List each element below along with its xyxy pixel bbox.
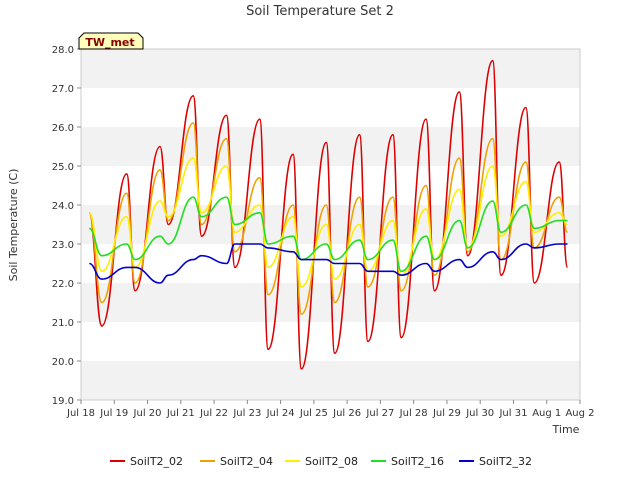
- x-tick-label: Jul 20: [133, 408, 162, 419]
- y-tick-label: 24.0: [52, 201, 74, 212]
- series-line-soilt2-32: [89, 243, 568, 284]
- x-tick-label: Jul 22: [199, 408, 228, 419]
- x-tick-label: Jul 30: [465, 408, 494, 419]
- x-tick-label: Aug 2: [565, 408, 594, 419]
- y-axis-ticks: 19.0 20.0 21.0 22.0 23.0 24.0 25.0 26.0 27.0 28.0: [52, 45, 81, 407]
- y-tick-label: 20.0: [52, 357, 74, 368]
- x-axis-label: Time: [552, 423, 580, 436]
- y-axis-label: Soil Temperature (C): [7, 169, 20, 282]
- grid-band: [81, 49, 580, 88]
- grid-band: [81, 361, 580, 400]
- x-tick-label: Jul 31: [498, 408, 527, 419]
- y-tick-label: 21.0: [52, 318, 74, 329]
- station-badge: TW_met: [78, 32, 144, 50]
- x-axis-ticks: Jul 18 Jul 19 Jul 20 Jul 21 Jul 22 Jul 23 Jul …: [66, 400, 595, 419]
- legend-label: SoilT2_16: [391, 455, 444, 468]
- y-tick-label: 27.0: [52, 84, 74, 95]
- x-tick-label: Jul 28: [399, 408, 428, 419]
- series-lines: [88, 59, 569, 370]
- x-tick-label: Jul 18: [66, 408, 95, 419]
- x-tick-label: Jul 21: [166, 408, 195, 419]
- series-line-soilt2-16: [88, 196, 568, 273]
- x-tick-label: Jul 27: [365, 408, 394, 419]
- y-tick-label: 28.0: [52, 45, 74, 56]
- legend-label: SoilT2_32: [479, 455, 532, 468]
- x-tick-label: Jul 23: [232, 408, 261, 419]
- x-tick-label: Jul 24: [266, 408, 295, 419]
- legend-label: SoilT2_02: [130, 455, 183, 468]
- y-tick-label: 25.0: [52, 162, 74, 173]
- y-tick-label: 22.0: [52, 279, 74, 290]
- y-tick-label: 26.0: [52, 123, 74, 134]
- grid-band: [81, 322, 580, 361]
- y-tick-label: 19.0: [52, 396, 74, 407]
- grid-band: [81, 166, 580, 205]
- x-tick-label: Jul 19: [99, 408, 128, 419]
- grid-band: [81, 127, 580, 166]
- grid-band: [81, 283, 580, 322]
- x-tick-label: Jul 26: [332, 408, 361, 419]
- station-badge-label: TW_met: [85, 36, 134, 49]
- series-line-soilt2-08: [88, 157, 568, 288]
- legend-label: SoilT2_04: [220, 455, 273, 468]
- y-tick-label: 23.0: [52, 240, 74, 251]
- plot-frame: [80, 48, 581, 401]
- series-line-soilt2-02: [88, 59, 569, 370]
- station-badge-background: [78, 32, 144, 50]
- grid-band: [81, 88, 580, 127]
- x-tick-label: Jul 25: [299, 408, 328, 419]
- chart-title: Soil Temperature Set 2: [246, 4, 394, 19]
- x-tick-label: Aug 1: [532, 408, 561, 419]
- legend: SoilT2_02 SoilT2_04 SoilT2_08 SoilT2_16 Soil…: [110, 455, 532, 468]
- x-tick-label: Jul 29: [432, 408, 461, 419]
- legend-label: SoilT2_08: [305, 455, 358, 468]
